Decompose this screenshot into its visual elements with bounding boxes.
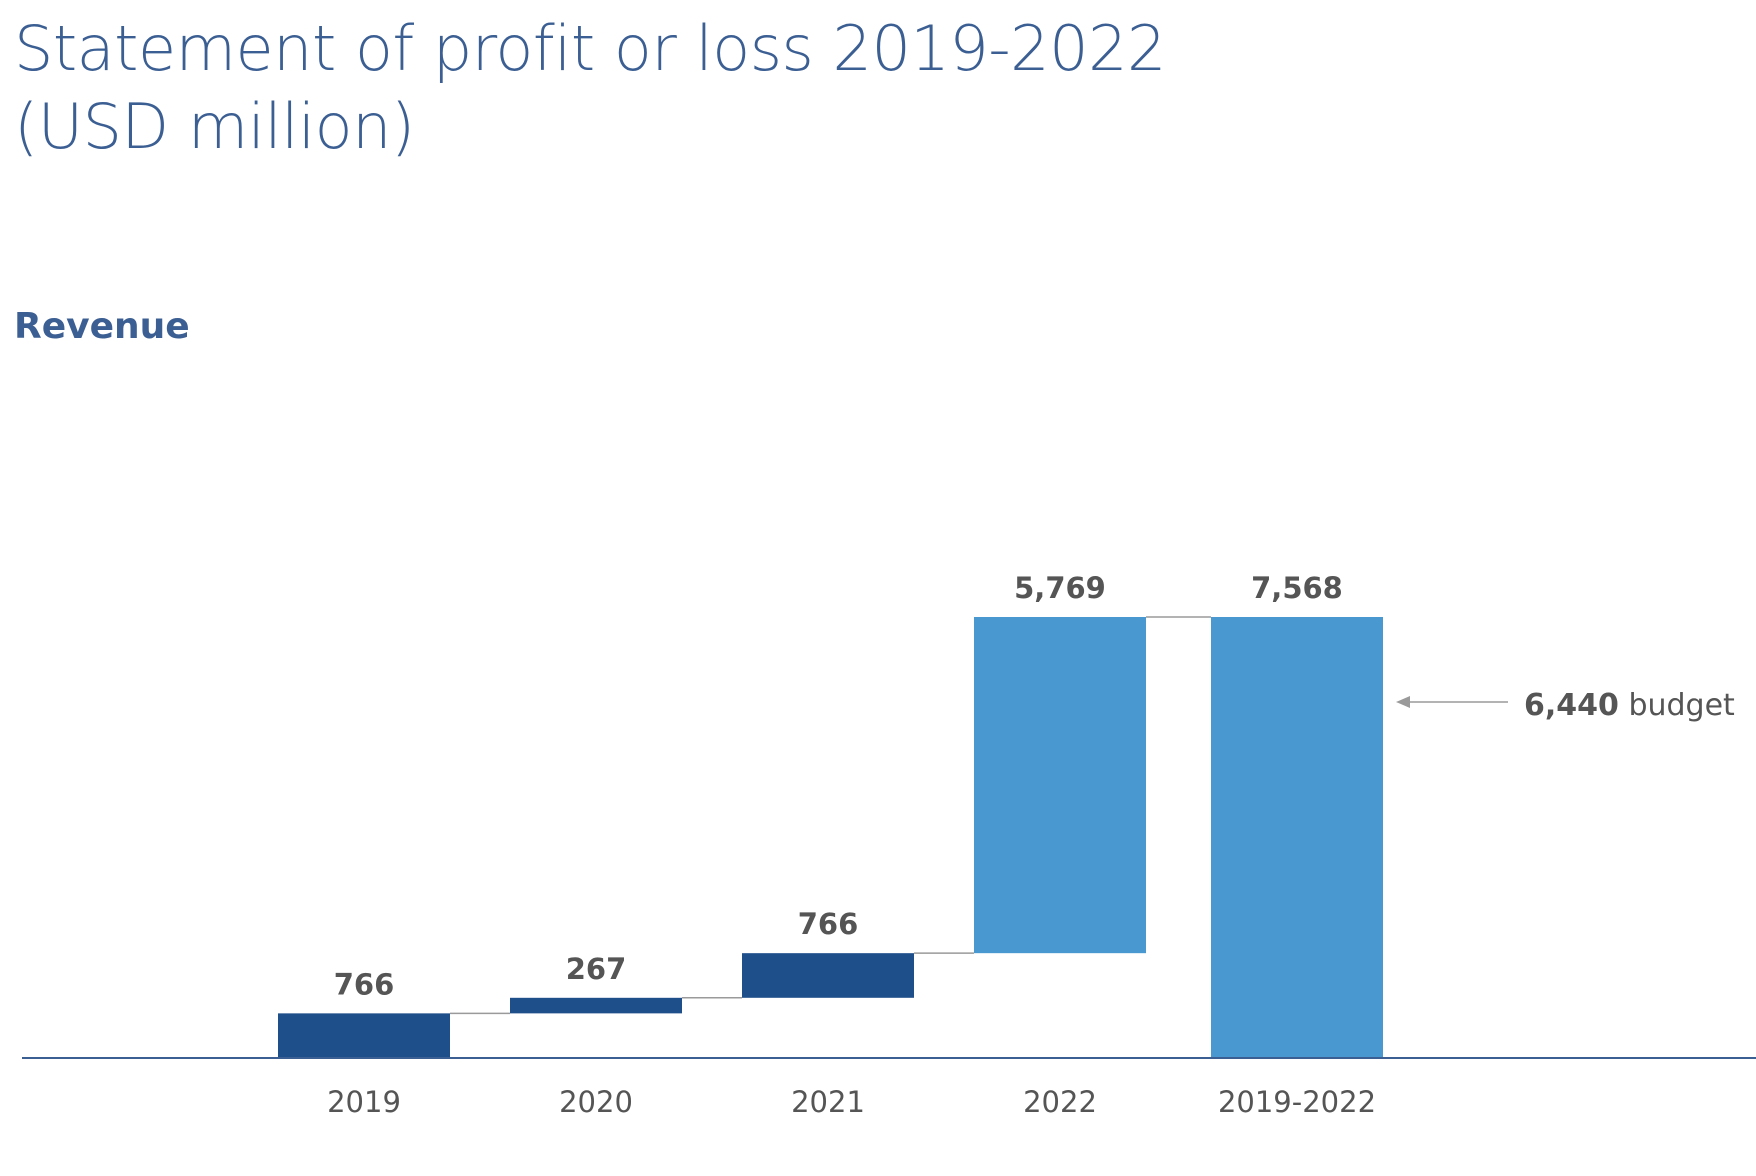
bars [278, 617, 1383, 1058]
bar-2021 [742, 953, 914, 998]
tick-label-2019-2022: 2019-2022 [1218, 1085, 1376, 1119]
annotation-text: budget [1619, 688, 1735, 723]
value-label-2019: 766 [334, 967, 395, 1001]
chart-title: Statement of profit or loss 2019-2022 (U… [14, 10, 1214, 166]
tick-label-2022: 2022 [1023, 1085, 1097, 1119]
bar-2020 [510, 997, 682, 1014]
x-axis-tick-labels: 2019 2020 2021 2022 2019-2022 [327, 1085, 1376, 1119]
value-label-2022: 5,769 [1014, 571, 1106, 605]
bar-2022 [974, 617, 1146, 954]
chart-subtitle: Revenue [14, 306, 190, 347]
chart-title-line-1: Statement of profit or loss 2019-2022 [14, 12, 1166, 85]
bar-2019 [278, 1013, 450, 1058]
connector-lines [450, 616, 1211, 1015]
tick-label-2019: 2019 [327, 1085, 401, 1119]
value-label-2020: 267 [566, 952, 627, 986]
value-label-2019-2022: 7,568 [1251, 571, 1343, 605]
annotation-value: 6,440 [1524, 688, 1619, 723]
budget-annotation: 6,440 budget [1396, 688, 1735, 723]
value-labels: 766 267 766 5,769 7,568 [334, 571, 1343, 1001]
chart-title-line-2: (USD million) [14, 90, 415, 163]
annotation-arrow-head-icon [1396, 696, 1410, 708]
bar-2019-2022 [1211, 617, 1383, 1058]
tick-label-2021: 2021 [791, 1085, 865, 1119]
value-label-2021: 766 [798, 907, 859, 941]
annotation-label: 6,440 budget [1524, 688, 1735, 723]
tick-label-2020: 2020 [559, 1085, 633, 1119]
